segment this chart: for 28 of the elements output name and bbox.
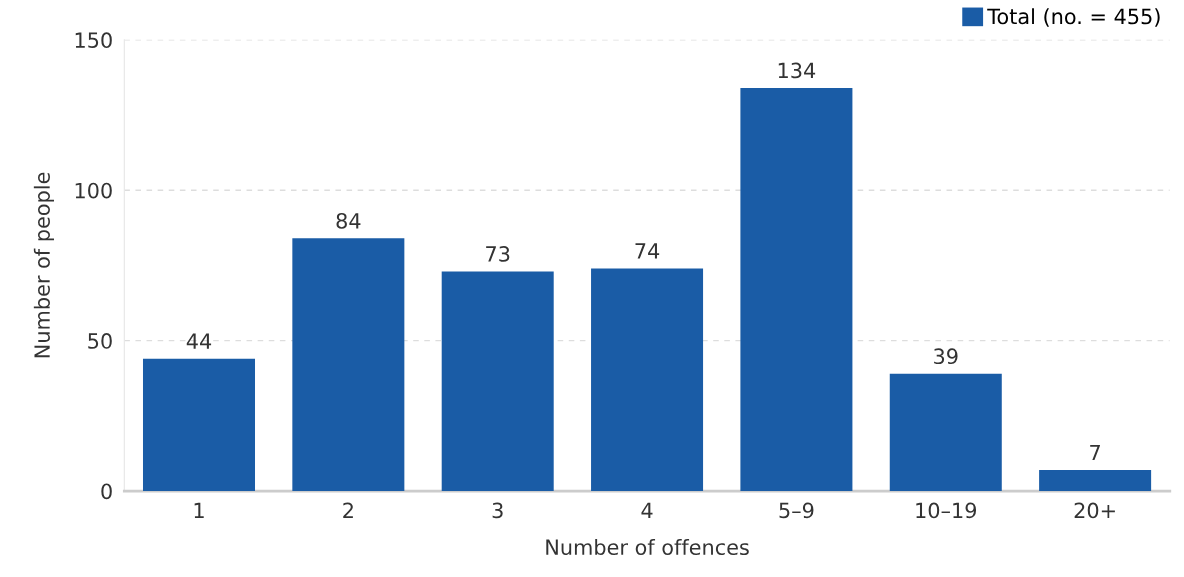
- bar: [889, 373, 1002, 492]
- bar: [740, 87, 853, 492]
- x-tick-label: 5–9: [779, 502, 814, 519]
- bar: [1039, 469, 1152, 492]
- x-tick-label: 4: [641, 502, 653, 518]
- bar: [441, 271, 554, 492]
- y-tick-label: 100: [75, 182, 112, 199]
- x-tick-label: 3: [492, 502, 503, 519]
- x-tick-label: 2: [343, 502, 353, 518]
- data-label: 7: [1090, 444, 1100, 461]
- data-label: 134: [778, 62, 816, 79]
- bar: [142, 358, 255, 492]
- y-tick-label: 0: [101, 483, 112, 500]
- x-tick-label: 10–19: [916, 502, 977, 519]
- data-label: 39: [934, 348, 958, 365]
- x-tick-label: 1: [194, 502, 204, 518]
- y-tick-label: 150: [75, 32, 112, 49]
- data-label: 73: [486, 246, 510, 262]
- x-axis-title: Number of offences: [546, 538, 749, 556]
- data-label: 84: [336, 213, 361, 229]
- data-label: 44: [186, 333, 212, 349]
- data-label: 74: [635, 243, 660, 259]
- bar: [591, 268, 704, 492]
- x-tick-label: 20+: [1074, 502, 1115, 519]
- legend-label: Total (no. = 455): [987, 8, 1160, 27]
- y-tick-label: 50: [88, 333, 112, 349]
- y-axis-title: Number of people: [33, 172, 54, 358]
- bar: [292, 238, 405, 492]
